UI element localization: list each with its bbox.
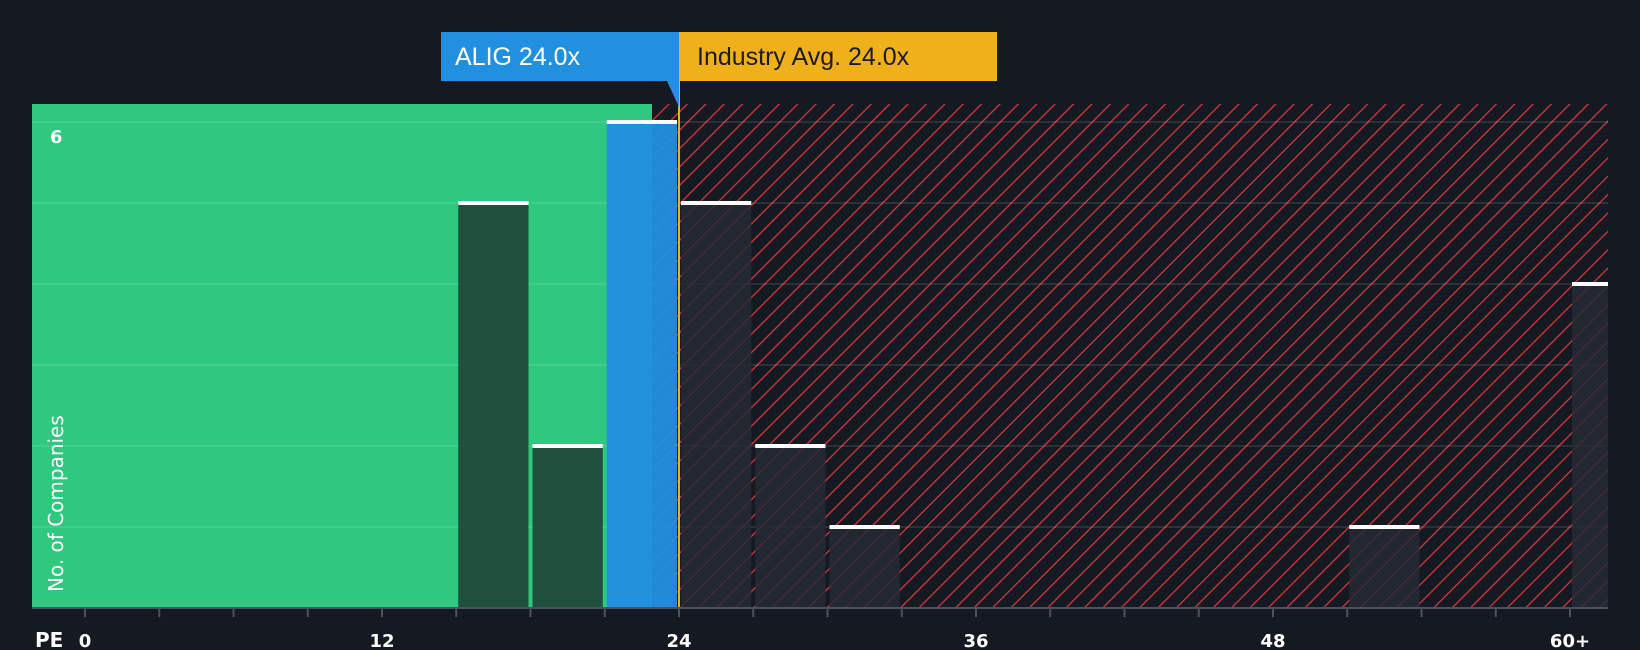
histogram-bar bbox=[1572, 284, 1608, 608]
y-tick-label: 6 bbox=[50, 127, 63, 148]
histogram-bar bbox=[829, 527, 900, 608]
histogram-bar bbox=[681, 203, 752, 608]
histogram-bar bbox=[606, 122, 677, 608]
histogram-bar-cap bbox=[606, 120, 677, 124]
histogram-bar-cap bbox=[1572, 282, 1608, 286]
x-tick-label: 12 bbox=[369, 631, 394, 650]
industry-callout-box bbox=[679, 32, 997, 81]
x-axis-title: PE bbox=[35, 628, 63, 650]
company-callout-pointer bbox=[667, 81, 679, 107]
histogram-bar bbox=[755, 446, 826, 608]
x-tick-label: 24 bbox=[666, 631, 691, 650]
histogram-bar bbox=[458, 203, 529, 608]
x-tick-label: 60+ bbox=[1550, 631, 1590, 650]
y-axis-title: No. of Companies bbox=[44, 415, 68, 592]
y-axis-ticks: 6 bbox=[50, 127, 63, 148]
industry-callout-label: Industry Avg. 24.0x bbox=[697, 43, 910, 71]
company-callout: ALIG 24.0x bbox=[441, 32, 679, 107]
histogram-bar-cap bbox=[681, 201, 752, 205]
histogram-bars bbox=[458, 120, 1608, 608]
histogram-bar-cap bbox=[1349, 525, 1420, 529]
histogram-bar bbox=[1349, 527, 1420, 608]
x-tick-label: 36 bbox=[963, 631, 988, 650]
histogram-bar-cap bbox=[755, 444, 826, 448]
company-callout-label: ALIG 24.0x bbox=[455, 43, 581, 71]
company-callout-box bbox=[441, 32, 679, 81]
x-axis-ticks: 0 12 24 36 48 60+ bbox=[79, 608, 1590, 650]
x-tick-label: 48 bbox=[1260, 631, 1285, 650]
x-tick-label: 0 bbox=[79, 631, 92, 650]
histogram-bar-cap bbox=[532, 444, 603, 448]
histogram-bar-cap bbox=[829, 525, 900, 529]
histogram-bar-cap bbox=[458, 201, 529, 205]
industry-callout: Industry Avg. 24.0x bbox=[679, 32, 997, 81]
histogram-bar bbox=[532, 446, 603, 608]
